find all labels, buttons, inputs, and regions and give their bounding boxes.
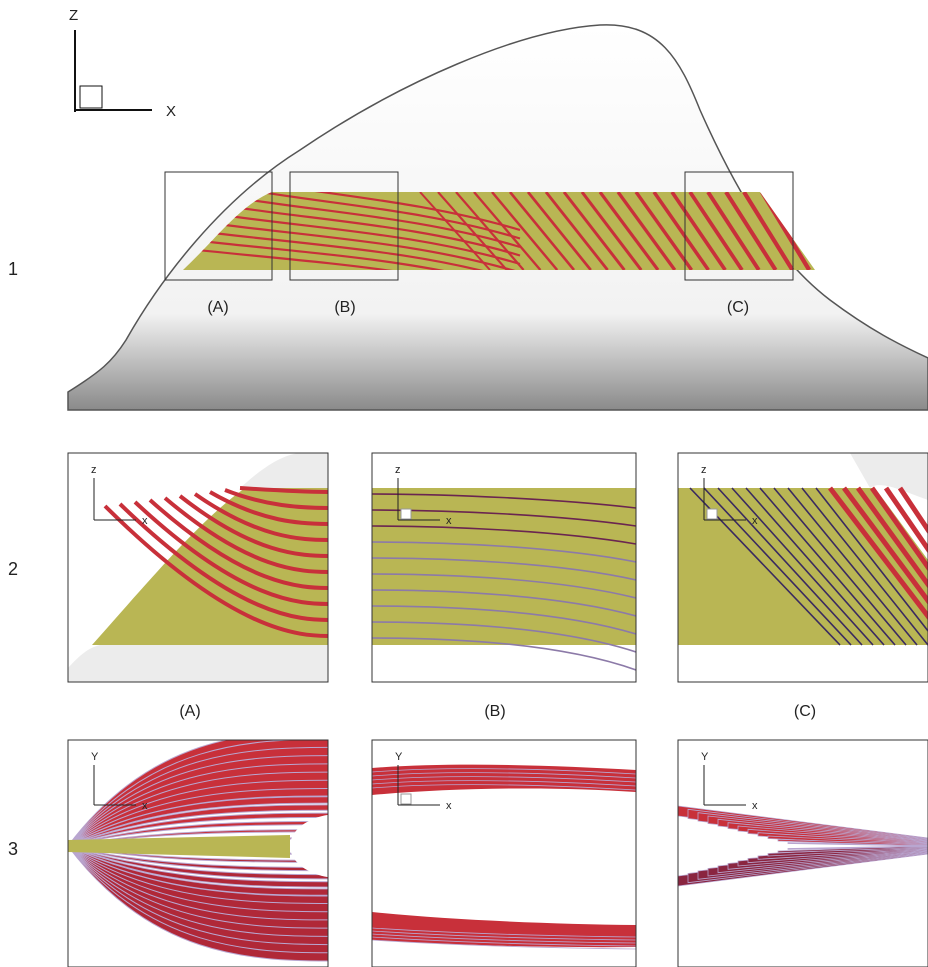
axis-icon xyxy=(75,30,152,112)
stripe-line xyxy=(834,192,876,270)
axis-label: x xyxy=(142,800,148,812)
axis-marker xyxy=(707,509,717,519)
axis-marker xyxy=(401,509,411,519)
row-label: 2 xyxy=(8,559,18,579)
panel xyxy=(68,731,390,967)
panel xyxy=(678,453,928,682)
axis-label: Y xyxy=(701,751,709,763)
axis-label: z xyxy=(395,464,401,476)
stripe-line xyxy=(816,192,860,270)
axis-label: Z xyxy=(69,7,78,24)
axis-label: x xyxy=(752,800,758,812)
axis-label: X xyxy=(166,103,176,120)
axis-label: x xyxy=(446,800,452,812)
axis-label: x xyxy=(752,515,758,527)
panel xyxy=(68,453,330,682)
row-label: 3 xyxy=(8,839,18,859)
panel xyxy=(372,740,636,967)
box-label: (C) xyxy=(727,299,749,316)
band xyxy=(372,488,636,645)
axis-marker xyxy=(401,794,411,804)
panel xyxy=(655,740,928,967)
caption: (A) xyxy=(179,703,200,720)
axis-label: z xyxy=(701,464,707,476)
hole xyxy=(655,834,745,858)
axis-label: Y xyxy=(91,751,99,763)
box-label: (A) xyxy=(207,299,228,316)
axis-label: z xyxy=(91,464,97,476)
caption: (C) xyxy=(794,703,816,720)
caption: (B) xyxy=(484,703,505,720)
figure: Z X (A) (B) (C) 1 2 3 (A) (B) (C) z x z x z x… xyxy=(0,0,928,967)
axis-label: x xyxy=(446,515,452,527)
surface xyxy=(68,645,330,682)
box-label: (B) xyxy=(334,299,355,316)
axis-label: x xyxy=(142,515,148,527)
panel xyxy=(372,453,636,682)
row-label: 1 xyxy=(8,259,18,279)
axis-label: Y xyxy=(395,751,403,763)
